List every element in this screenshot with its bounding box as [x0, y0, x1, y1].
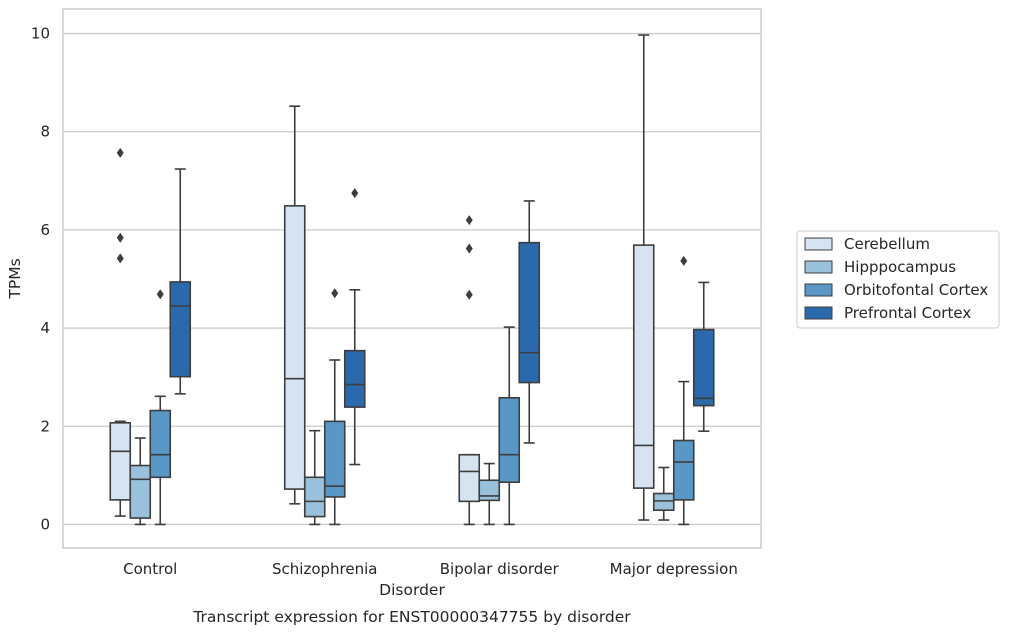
x-tick-label: Major depression — [610, 560, 738, 578]
box — [632, 244, 655, 489]
y-tick-label: 2 — [40, 417, 50, 435]
box — [478, 479, 501, 502]
box-layer — [109, 34, 715, 526]
legend-label: Orbitofontal Cortex — [844, 281, 988, 299]
legend-swatch — [804, 237, 833, 251]
x-tick-labels: Control Schizophrenia Bipolar disorder Majo… — [123, 560, 738, 578]
box — [458, 453, 481, 503]
legend-label: Cerebellum — [844, 235, 930, 253]
box — [303, 476, 326, 518]
legend: Cerebellum Hipppocampus Orbitofontal Corte… — [796, 230, 1000, 329]
y-tick-label: 10 — [31, 25, 50, 43]
outlier-marker — [116, 232, 124, 243]
box — [149, 409, 172, 479]
outlier-marker — [116, 147, 124, 158]
y-tick-label: 0 — [40, 515, 50, 533]
box — [343, 349, 366, 408]
legend-label: Hipppocampus — [844, 258, 956, 276]
x-tick-label: Schizophrenia — [272, 560, 377, 578]
box — [672, 439, 695, 501]
legend-swatch — [804, 306, 833, 320]
outlier-marker — [465, 289, 473, 300]
y-tick-label: 6 — [40, 221, 50, 239]
y-tick-label: 8 — [40, 123, 50, 141]
outlier-marker — [465, 215, 473, 226]
x-tick-label: Control — [123, 560, 177, 578]
box — [323, 420, 346, 498]
box — [129, 464, 152, 519]
box — [169, 281, 192, 378]
box — [283, 205, 306, 490]
y-tick-label: 4 — [40, 319, 50, 337]
outlier-marker — [680, 255, 688, 266]
chart-title: Transcript expression for ENST0000034775… — [192, 608, 631, 626]
legend-swatch — [804, 283, 833, 297]
x-axis-label: Disorder — [379, 581, 445, 599]
box — [498, 396, 521, 484]
box — [518, 241, 541, 384]
outlier-marker — [331, 288, 339, 299]
legend-label: Prefrontal Cortex — [844, 304, 971, 322]
plot-area-frame — [62, 8, 762, 549]
y-tick-labels: 0 2 4 6 8 10 — [31, 25, 50, 534]
x-tick-label: Bipolar disorder — [440, 560, 560, 578]
box — [109, 422, 132, 501]
outlier-marker — [351, 188, 359, 199]
box — [692, 328, 715, 407]
box — [652, 492, 675, 512]
outlier-marker — [116, 253, 124, 264]
y-axis-label: TPMs — [6, 258, 24, 299]
outlier-marker — [465, 243, 473, 254]
outlier-marker — [156, 289, 164, 300]
legend-swatch — [804, 260, 833, 274]
legend-frame — [796, 230, 1000, 329]
